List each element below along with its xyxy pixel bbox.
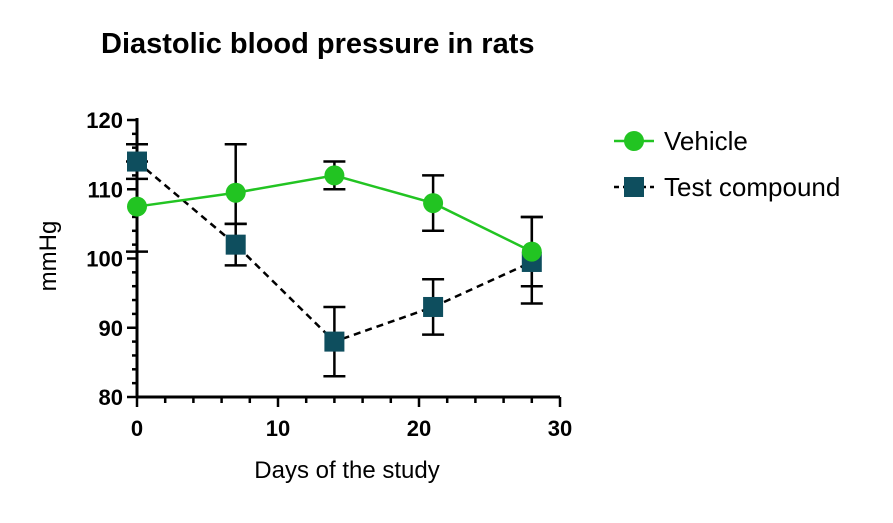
data-point bbox=[521, 241, 542, 262]
data-point bbox=[423, 193, 444, 214]
data-point bbox=[423, 296, 444, 317]
x-tick-label: 20 bbox=[407, 416, 431, 441]
series-layer bbox=[126, 142, 543, 378]
data-point bbox=[225, 234, 246, 255]
y-tick-label: 80 bbox=[99, 385, 123, 410]
data-point bbox=[127, 151, 147, 172]
data-point bbox=[225, 182, 246, 203]
legend-label: Vehicle bbox=[664, 126, 748, 156]
y-tick-label: 90 bbox=[99, 316, 123, 341]
x-tick-label: 10 bbox=[266, 416, 290, 441]
y-tick-label: 110 bbox=[88, 177, 124, 202]
legend-marker bbox=[624, 177, 644, 197]
data-point bbox=[324, 165, 345, 186]
x-tick-label: 30 bbox=[548, 416, 572, 441]
legend: Vehicle Test compound bbox=[614, 126, 840, 202]
axes: 80 90 100 110 120 0 10 20 30 bbox=[86, 108, 572, 441]
y-axis-title: mmHg bbox=[35, 221, 62, 292]
y-tick-label: 100 bbox=[86, 247, 123, 272]
legend-label: Test compound bbox=[664, 172, 840, 202]
legend-marker bbox=[624, 131, 644, 151]
data-point bbox=[127, 196, 147, 217]
y-tick-label: 120 bbox=[86, 108, 123, 133]
data-point bbox=[324, 331, 345, 352]
x-tick-label: 0 bbox=[131, 416, 143, 441]
chart-title: Diastolic blood pressure in rats bbox=[101, 28, 535, 60]
x-axis-title: Days of the study bbox=[254, 457, 439, 484]
